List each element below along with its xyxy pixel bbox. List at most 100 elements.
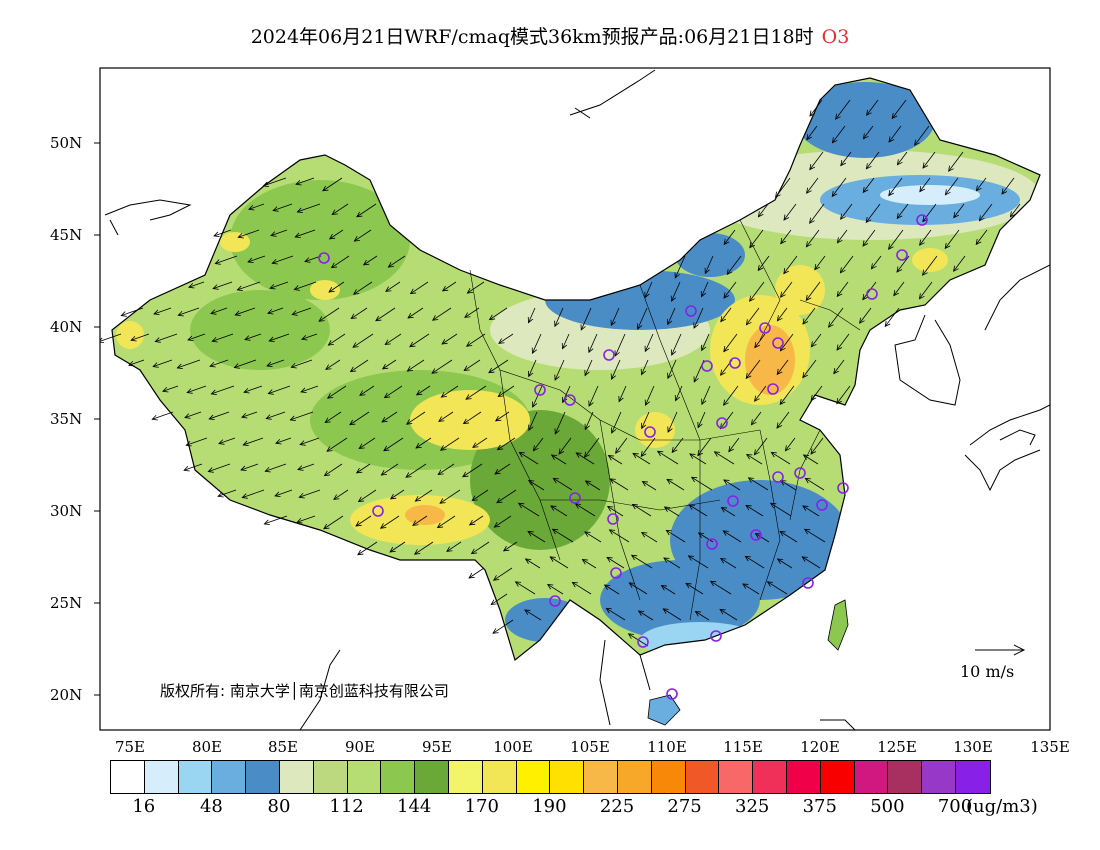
wind-arrow <box>806 229 820 248</box>
wind-arrow-head <box>689 453 696 459</box>
wind-arrow <box>836 281 849 297</box>
wind-arrow <box>324 411 342 423</box>
wind-arrow <box>726 255 742 275</box>
wind-arrow <box>780 281 793 298</box>
wind-arrow-head <box>671 446 678 454</box>
title-species: O3 <box>821 26 850 48</box>
wind-arrow-head <box>296 207 303 214</box>
wind-arrow-head <box>745 319 752 326</box>
wind-arrow-head <box>208 414 215 421</box>
wind-arrow <box>721 507 736 517</box>
wind-arrow <box>329 229 344 240</box>
wind-arrow-head <box>745 372 752 380</box>
wind-arrow-head <box>805 241 812 248</box>
lon-tick-75e: 75E <box>114 738 146 756</box>
wind-arrow <box>757 255 770 271</box>
wind-arrow <box>614 333 626 357</box>
wind-arrow <box>331 255 350 268</box>
wind-arrow <box>209 411 230 420</box>
wind-vectors <box>100 99 1021 647</box>
wind-arrow <box>462 463 483 478</box>
wind-arrow <box>358 437 376 449</box>
wind-arrow <box>300 385 319 393</box>
wind-arrow-head <box>406 366 413 372</box>
wind-arrow-head <box>214 259 221 265</box>
wind-arrow <box>266 359 285 367</box>
wind-arrow <box>389 541 406 553</box>
wind-arrow-head <box>840 213 846 220</box>
wind-arrow <box>888 125 902 143</box>
wind-arrow-head <box>497 391 504 398</box>
wind-reference-label: 10 m/s <box>960 662 1015 681</box>
wind-arrow-head <box>720 316 726 323</box>
title-text: 2024年06月21日WRF/cmaq模式36km预报产品:06月21日18时 <box>250 26 814 48</box>
wind-arrow-head <box>176 363 183 370</box>
wind-arrow <box>802 505 820 517</box>
lon-tick-110e: 110E <box>647 738 687 756</box>
wind-arrow <box>416 385 431 396</box>
wind-arrow-head <box>264 466 271 473</box>
wind-arrow <box>100 333 122 342</box>
wind-arrow <box>503 541 518 552</box>
wind-arrow-head <box>407 312 414 319</box>
wind-arrow <box>588 333 598 353</box>
wind-arrow <box>333 489 349 500</box>
wind-arrow <box>666 530 686 543</box>
wind-arrow <box>719 609 738 621</box>
colorbar-cell <box>685 761 720 793</box>
wind-arrow-head <box>631 503 638 510</box>
wind-arrow <box>728 437 740 452</box>
wind-arrow-head <box>514 581 522 587</box>
wind-arrow-head <box>802 318 809 325</box>
wind-arrow <box>922 255 938 276</box>
wind-arrow <box>331 203 349 215</box>
station-marker <box>716 417 728 429</box>
wind-arrow <box>975 229 988 245</box>
colorbar-cell <box>279 761 314 793</box>
colorbar-cell <box>719 761 754 793</box>
wind-arrow-head <box>185 440 192 447</box>
wind-arrow-head <box>414 496 421 502</box>
wind-arrow <box>553 478 573 491</box>
wind-arrow-head <box>494 415 502 422</box>
wind-arrow-head <box>355 467 363 474</box>
wind-arrow <box>549 556 569 569</box>
wind-arrow <box>217 489 237 497</box>
wind-arrow <box>780 333 794 352</box>
wind-arrow-head <box>775 191 781 198</box>
wind-arrow <box>693 307 704 329</box>
wind-arrow <box>518 502 540 517</box>
wind-arrow-head <box>862 240 869 247</box>
wind-arrow <box>723 385 739 406</box>
wind-arrow-head <box>701 398 707 406</box>
wind-arrow <box>188 281 205 288</box>
wind-arrow <box>632 504 652 517</box>
wind-arrow-head <box>747 477 755 483</box>
wind-arrow <box>688 555 709 569</box>
wind-arrow <box>212 333 234 342</box>
wind-arrow-head <box>665 529 672 536</box>
wind-arrow-head <box>641 422 647 430</box>
wind-arrow <box>441 333 458 345</box>
wind-arrow <box>893 281 905 296</box>
wind-arrow-head <box>323 523 330 530</box>
colorbar-cell <box>246 761 280 793</box>
wind-arrow-head <box>247 257 254 264</box>
wind-arrow <box>211 385 235 395</box>
wind-arrow-head <box>262 181 269 188</box>
wind-arrow <box>294 281 317 290</box>
wind-arrow <box>515 581 536 595</box>
wind-arrow <box>497 437 516 450</box>
wind-arrow <box>628 582 648 595</box>
wind-arrow-head <box>580 324 586 331</box>
wind-arrow-head <box>719 557 727 564</box>
wind-arrow <box>405 463 427 478</box>
wind-arrow-head <box>720 507 728 513</box>
wind-arrow <box>776 411 790 429</box>
wind-arrow <box>495 411 510 422</box>
wind-arrow-head <box>293 285 300 291</box>
wind-arrow-head <box>694 611 702 617</box>
wind-arrow <box>492 619 514 634</box>
wind-arrow-head <box>327 340 334 346</box>
wind-arrow-head <box>745 453 753 460</box>
